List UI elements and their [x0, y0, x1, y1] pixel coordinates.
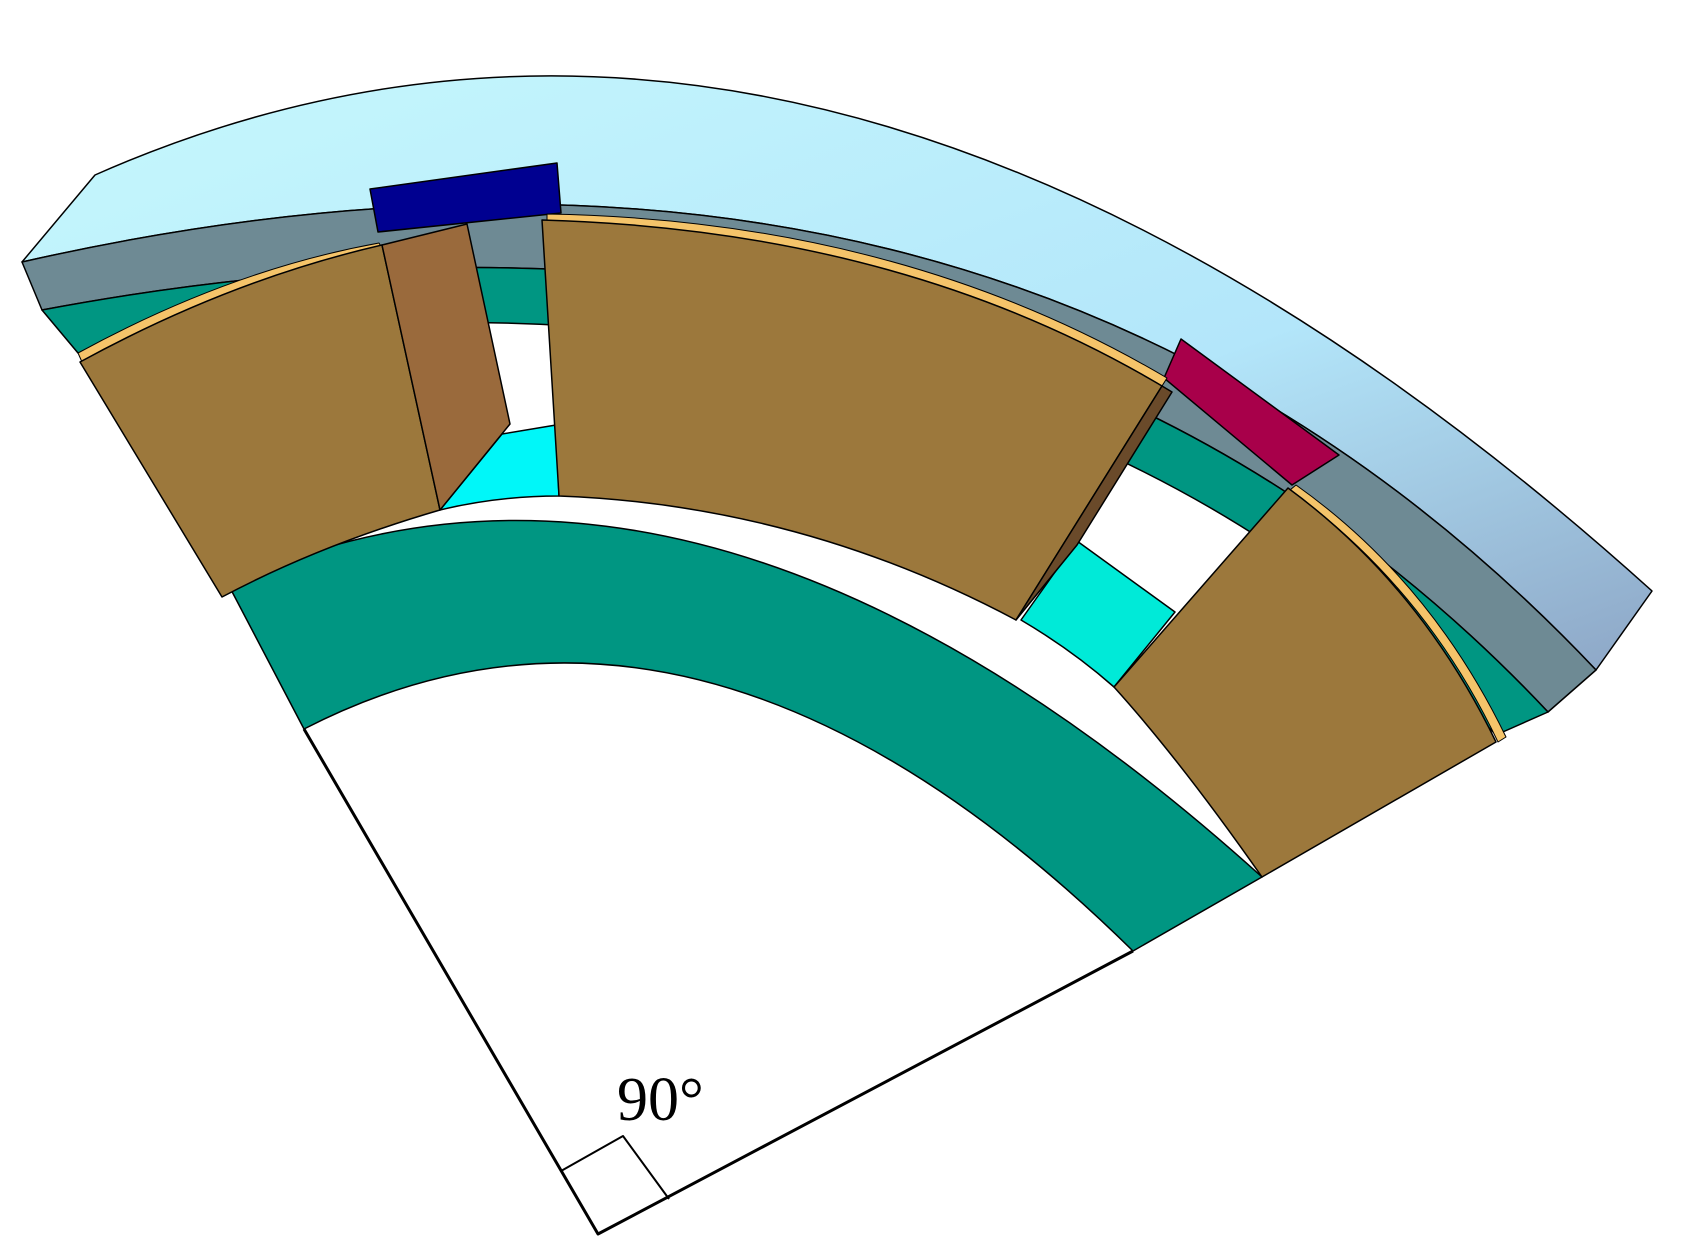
right-angle-marker: [560, 1135, 670, 1200]
sector-boundary-lines: [302, 728, 1134, 1236]
dark-brown-strip: [1015, 385, 1173, 621]
brown-pole-face: [381, 223, 511, 511]
tan-block-right: [1113, 487, 1497, 878]
angle-label: 90°: [617, 1066, 704, 1134]
crimson-magnet: [1163, 338, 1340, 486]
navy-magnet: [369, 162, 562, 233]
aqua-wedge-right: [1020, 540, 1176, 688]
